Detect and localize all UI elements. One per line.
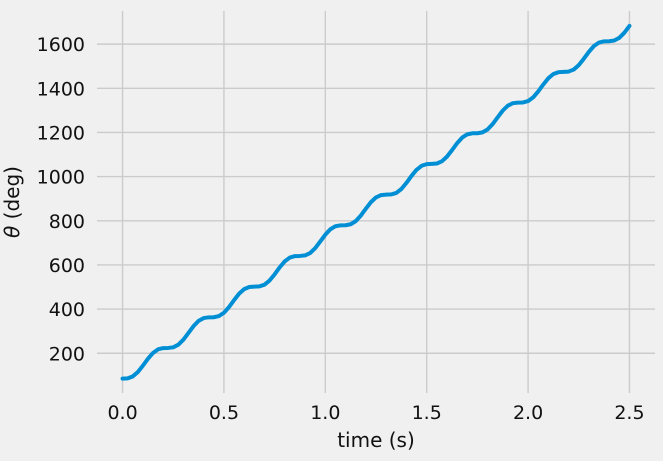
x-gridlines: [121, 11, 631, 393]
plot-area: [97, 11, 655, 393]
y-tick-label: 400: [49, 299, 85, 321]
y-tick-label: 1400: [37, 78, 85, 100]
x-tick-label: 0.0: [107, 402, 137, 424]
data-series: [120, 23, 632, 381]
y-tick-label: 1200: [37, 122, 85, 144]
x-tick-label: 2.5: [614, 402, 644, 424]
y-tick-label: 600: [49, 255, 85, 277]
x-tick-label: 2.0: [513, 402, 543, 424]
y-tick-label: 800: [49, 211, 85, 233]
x-tick-label: 0.5: [209, 402, 239, 424]
y-axis-label: θ (deg): [0, 166, 24, 238]
y-tick-label: 200: [49, 343, 85, 365]
y-axis-label-units: (deg): [0, 166, 24, 226]
theta-line: [120, 23, 632, 381]
y-tick-label: 1000: [37, 167, 85, 189]
y-tick-label: 1600: [37, 34, 85, 56]
y-tick-labels: 200 400 600 800 1000 1200 1400 1600: [37, 34, 85, 365]
y-gridlines: [97, 43, 655, 354]
theta-symbol: θ: [0, 226, 24, 238]
x-axis-label: time (s): [337, 428, 415, 452]
x-tick-label: 1.0: [310, 402, 340, 424]
x-tick-labels: 0.0 0.5 1.0 1.5 2.0 2.5: [107, 402, 644, 424]
x-tick-label: 1.5: [412, 402, 442, 424]
